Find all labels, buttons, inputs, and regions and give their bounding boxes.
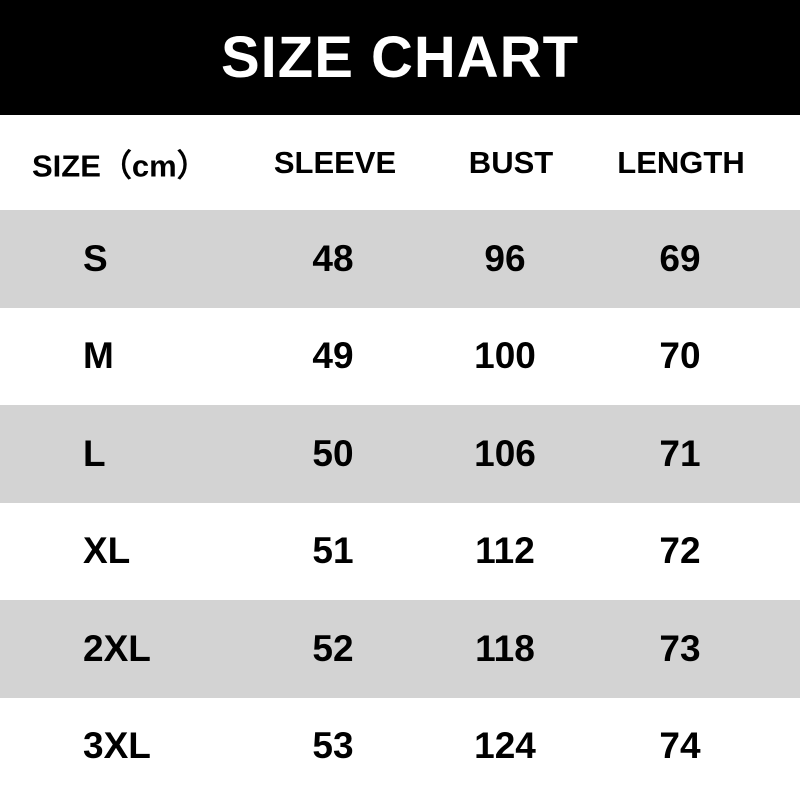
table-header: SIZE（cm） SLEEVE BUST LENGTH <box>0 115 800 210</box>
header-length: LENGTH <box>617 144 745 180</box>
header-bust: BUST <box>468 144 554 180</box>
cell-sleeve: 49 <box>312 335 354 377</box>
table-body: S 48 96 69 M 49 100 70 L 50 106 71 XL 51 112 72 2XL 52 118… <box>0 210 800 795</box>
cell-sleeve: 48 <box>312 237 354 279</box>
title-bar: SIZE CHART <box>0 0 800 115</box>
table-row: 2XL 52 118 73 <box>0 600 800 698</box>
cell-sleeve: 53 <box>312 725 354 767</box>
cell-length: 73 <box>659 627 701 669</box>
cell-size: L <box>83 432 106 474</box>
cell-bust: 106 <box>474 432 536 474</box>
header-size: SIZE（cm） <box>32 148 208 183</box>
cell-bust: 100 <box>474 335 536 377</box>
table-row: XL 51 112 72 <box>0 503 800 601</box>
table-row: 3XL 53 124 74 <box>0 698 800 796</box>
cell-size: XL <box>83 530 131 572</box>
cell-size: M <box>83 335 114 377</box>
cell-length: 71 <box>659 432 701 474</box>
cell-bust: 124 <box>474 725 536 767</box>
table-row: M 49 100 70 <box>0 308 800 406</box>
cell-bust: 112 <box>475 530 535 572</box>
cell-length: 74 <box>659 725 701 767</box>
cell-size: 2XL <box>83 627 151 669</box>
page-title: SIZE CHART <box>221 25 579 90</box>
table-row: L 50 106 71 <box>0 405 800 503</box>
cell-length: 70 <box>659 335 701 377</box>
cell-length: 69 <box>659 237 701 279</box>
table-row: S 48 96 69 <box>0 210 800 308</box>
cell-sleeve: 51 <box>312 530 354 572</box>
cell-size: 3XL <box>83 725 151 767</box>
cell-bust: 96 <box>484 237 526 279</box>
cell-size: S <box>83 237 108 279</box>
header-sleeve: SLEEVE <box>273 144 397 180</box>
cell-bust: 118 <box>475 627 535 669</box>
cell-length: 72 <box>659 530 701 572</box>
cell-sleeve: 50 <box>312 432 354 474</box>
cell-sleeve: 52 <box>312 627 354 669</box>
